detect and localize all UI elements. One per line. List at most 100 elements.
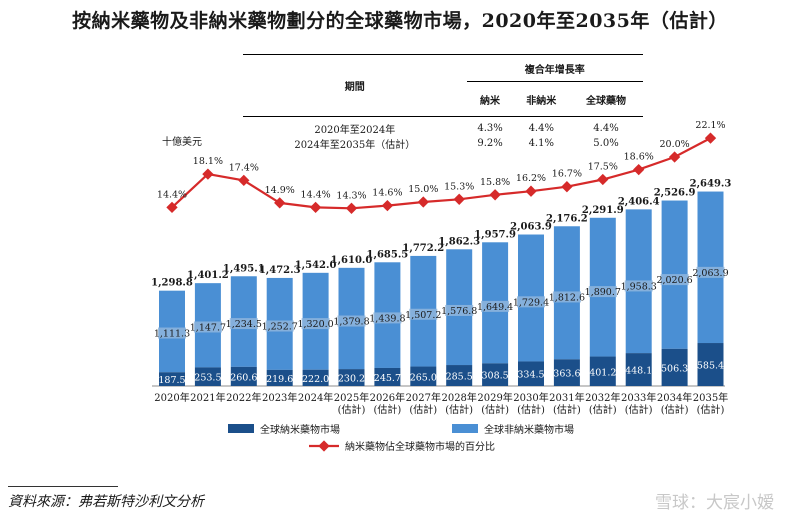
bar-nano: [410, 366, 437, 386]
chart-canvas: 187.5 1,111.3 1,298.8 2020年 253.5 1,147.7 1,40…: [151, 120, 731, 453]
data-label-non-nano: 1,320.0: [297, 319, 333, 330]
legend-label-nano: 全球納米藥物市場: [260, 423, 340, 436]
x-tick-label: (估計): [589, 403, 617, 416]
cagr-row: 2024年至2035年（估計） 9.2% 4.1% 5.0%: [243, 136, 643, 151]
data-label-nano: 401.2: [589, 367, 616, 378]
x-tick-label: 2030年: [513, 391, 548, 404]
line-point-label: 16.2%: [516, 173, 546, 184]
data-label-bg: [445, 304, 474, 316]
line-point: [561, 181, 573, 193]
line-series-path: [171, 137, 712, 210]
bar-nano: [518, 361, 544, 386]
cagr-value: 4.4%: [593, 123, 619, 134]
cagr-period: 2020年至2024年: [314, 125, 396, 136]
unit-label: 十億美元: [162, 137, 202, 148]
data-label-non-nano: 1,576.8: [441, 306, 477, 317]
line-point: [489, 189, 501, 201]
data-label-nano: 187.5: [158, 375, 185, 386]
x-tick-label: 2027年: [406, 391, 441, 404]
line-point-label: 15.0%: [408, 184, 438, 195]
cagr-value: 5.0%: [593, 138, 619, 149]
data-label-bg: [301, 318, 330, 330]
x-tick-label: 2025年: [334, 391, 369, 404]
x-tick-label: (估計): [338, 403, 366, 416]
bar-nano: [302, 369, 329, 386]
x-tick-label: (估計): [697, 403, 725, 416]
data-label-total: 1,685.5: [367, 249, 409, 260]
data-label-bg: [373, 312, 402, 324]
legend-swatch-nano: [228, 424, 254, 433]
line-point: [274, 197, 286, 209]
data-label-non-nano: 1,729.4: [513, 297, 549, 308]
data-label-nano: 448.1: [625, 366, 652, 377]
line-point: [453, 193, 465, 205]
data-label-nano: 219.6: [266, 374, 293, 385]
data-label-total: 1,542.0: [295, 260, 337, 271]
data-label-non-nano: 1,890.7: [585, 287, 621, 298]
data-label-total: 1,610.0: [331, 255, 373, 266]
cagr-value: 9.2%: [477, 138, 503, 149]
bar-nano: [589, 356, 616, 386]
bar-nano: [446, 365, 473, 386]
data-label-non-nano: 1,111.3: [154, 329, 190, 340]
line-point-label: 22.1%: [695, 120, 725, 131]
chart-title: 按納米藥物及非納米藥物劃分的全球藥物市場，2020年至2035年（估計）: [72, 10, 728, 32]
x-tick-label: (估計): [373, 403, 401, 416]
bar-nano: [661, 348, 688, 386]
bar-nano: [697, 343, 724, 386]
data-label-bg: [517, 296, 545, 308]
line-point: [417, 196, 429, 208]
x-tick-label: 2032年: [585, 391, 620, 404]
data-label-nano: 334.5: [517, 370, 544, 381]
bar-nano: [230, 366, 257, 386]
data-label-total: 1,862.3: [438, 236, 480, 247]
line-point: [704, 132, 717, 144]
line-point-label: 14.4%: [301, 189, 331, 200]
data-label-bg: [193, 321, 222, 333]
line-point: [597, 173, 609, 186]
bar-nano: [266, 369, 293, 386]
data-label-total: 1,472.3: [259, 265, 301, 276]
data-label-bg: [481, 300, 510, 312]
line-point-label: 18.1%: [193, 156, 223, 167]
x-tick-label: (估計): [625, 403, 653, 416]
x-tick-label: 2031年: [549, 391, 584, 404]
data-label-nano: 506.3: [661, 363, 688, 374]
line-point-label: 14.9%: [265, 185, 295, 196]
line-point: [166, 201, 178, 214]
data-label-bg: [552, 291, 581, 303]
x-tick-label: 2026年: [370, 391, 405, 404]
data-label-nano: 585.4: [697, 361, 724, 372]
data-label-nano: 265.0: [410, 372, 437, 383]
x-tick-label: 2033年: [621, 391, 656, 404]
cagr-table: 期間 複合年增長率 納米 非納米 全球藥物 2020年至2024年 4.3% 4…: [243, 54, 643, 151]
data-label-total: 1,401.2: [187, 270, 229, 281]
cagr-col-non-nano: 非納米: [513, 81, 569, 117]
x-tick-label: 2035年: [693, 391, 728, 404]
data-label-non-nano: 1,379.8: [333, 317, 369, 328]
data-label-bg: [337, 315, 366, 327]
data-label-non-nano: 2,063.9: [692, 268, 728, 279]
watermark: 雪球：大宸小嫒: [655, 493, 774, 513]
data-label-total: 2,176.2: [546, 213, 588, 224]
legend-label-pct: 納米藥物佔全球藥物市場的百分比: [345, 440, 495, 453]
bar-nano: [374, 367, 401, 386]
data-label-total: 2,063.9: [510, 222, 552, 233]
data-label-nano: 222.0: [302, 374, 329, 385]
line-point: [238, 174, 250, 187]
cagr-col-global: 全球藥物: [569, 81, 643, 117]
data-label-bg: [696, 266, 725, 278]
data-label-non-nano: 1,147.7: [190, 322, 226, 333]
line-point-label: 17.4%: [229, 162, 259, 173]
bar-nano: [338, 369, 365, 386]
line-point-label: 17.5%: [588, 162, 618, 173]
bar-nano: [159, 372, 185, 386]
line-point-label: 20.0%: [660, 139, 690, 150]
data-label-non-nano: 1,234.5: [226, 319, 262, 330]
legend-label-non-nano: 全球非納米藥物市場: [484, 423, 574, 436]
cagr-row: 2020年至2024年 4.3% 4.4% 4.4%: [243, 117, 643, 136]
data-label-non-nano: 1,649.4: [477, 302, 513, 313]
data-label-nano: 285.5: [446, 372, 473, 383]
bar-nano: [482, 363, 509, 386]
line-point-label: 18.6%: [624, 152, 654, 163]
